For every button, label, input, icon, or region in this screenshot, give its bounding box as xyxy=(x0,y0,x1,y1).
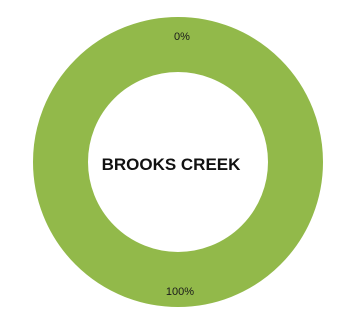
slice-label-full: 100% xyxy=(166,286,194,298)
donut-ring xyxy=(33,17,323,307)
donut-slice-100 xyxy=(33,17,323,307)
slice-label-zero: 0% xyxy=(174,31,190,43)
center-label: BROOKS CREEK xyxy=(102,155,242,174)
